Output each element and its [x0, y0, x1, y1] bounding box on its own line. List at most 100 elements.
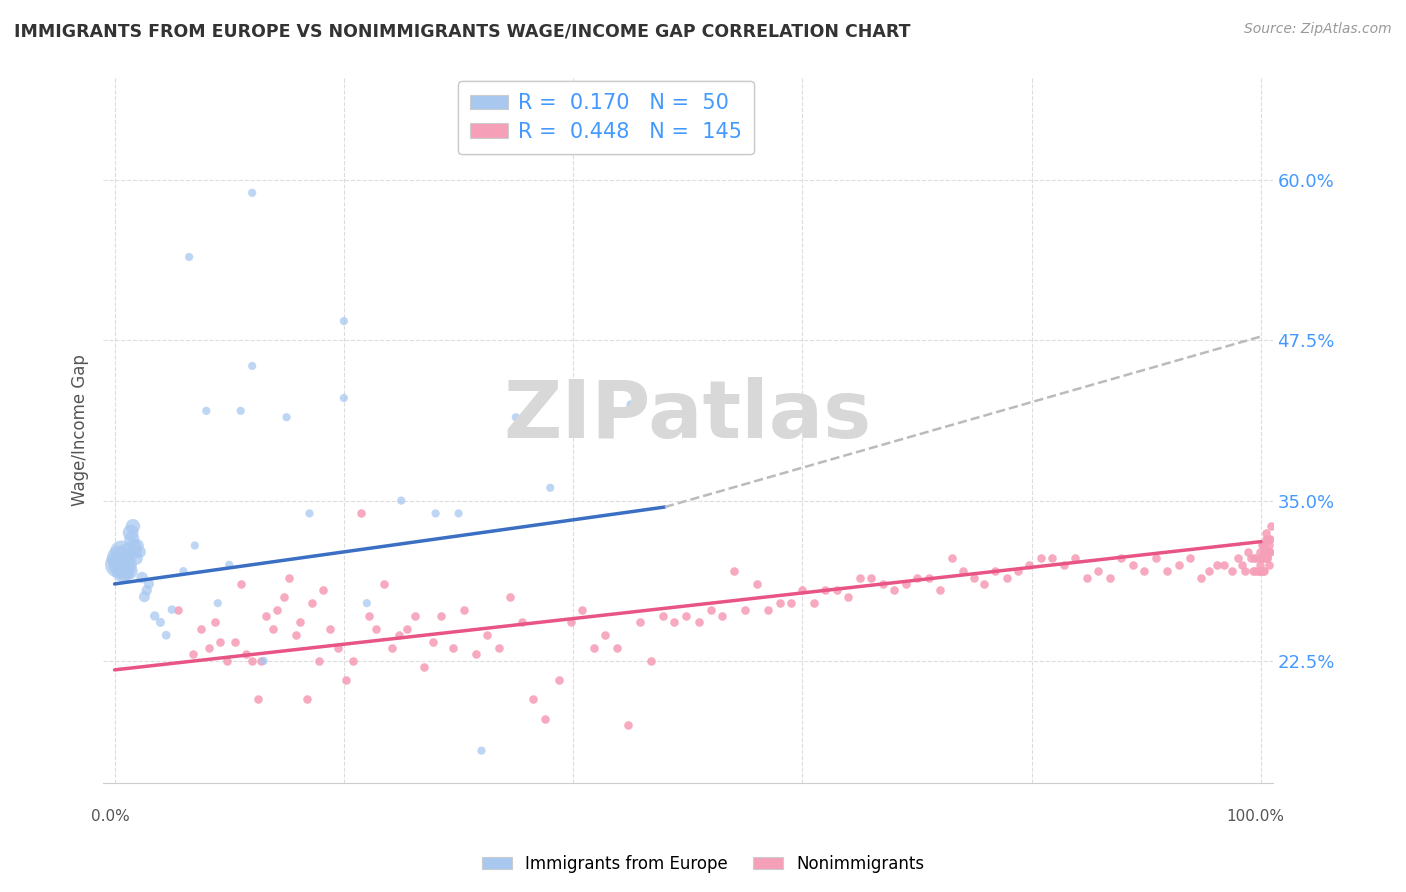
Text: 0.0%: 0.0% [91, 810, 131, 824]
Point [1018, 558, 1040, 572]
Point [441, 641, 464, 656]
Point [117, 558, 139, 572]
Point [894, 577, 917, 591]
Point [246, 692, 269, 706]
Point [1244, 564, 1267, 578]
Point [240, 359, 263, 373]
Point [973, 577, 995, 591]
Point [277, 570, 299, 584]
Point [837, 590, 859, 604]
Point [128, 545, 150, 559]
Point [262, 622, 284, 636]
Point [273, 590, 295, 604]
Point [328, 641, 350, 656]
Point [115, 551, 138, 566]
Point [1230, 558, 1253, 572]
Point [1206, 558, 1229, 572]
Point [1253, 545, 1275, 559]
Point [1178, 551, 1201, 566]
Point [917, 570, 939, 584]
Point [250, 654, 273, 668]
Point [1249, 545, 1271, 559]
Point [1254, 551, 1277, 566]
Point [803, 596, 825, 610]
Point [122, 519, 145, 533]
Point [1098, 570, 1121, 584]
Point [224, 634, 246, 648]
Point [606, 641, 628, 656]
Point [952, 564, 974, 578]
Point [1251, 551, 1274, 566]
Point [207, 596, 229, 610]
Point [1257, 545, 1279, 559]
Point [582, 641, 605, 656]
Point [253, 654, 276, 668]
Point [1240, 551, 1263, 566]
Point [675, 609, 697, 624]
Point [422, 634, 444, 648]
Point [333, 391, 356, 405]
Point [1064, 551, 1087, 566]
Point [1250, 551, 1272, 566]
Point [172, 564, 194, 578]
Legend: R =  0.170   N =  50, R =  0.448   N =  145: R = 0.170 N = 50, R = 0.448 N = 145 [457, 81, 755, 154]
Point [1250, 564, 1272, 578]
Point [1258, 532, 1281, 546]
Point [688, 615, 710, 630]
Point [266, 602, 288, 616]
Point [342, 654, 364, 668]
Point [1198, 564, 1220, 578]
Point [1258, 545, 1281, 559]
Point [107, 558, 129, 572]
Point [215, 654, 238, 668]
Point [1222, 564, 1244, 578]
Point [617, 718, 640, 732]
Point [792, 583, 814, 598]
Point [218, 558, 240, 572]
Point [124, 545, 146, 559]
Point [120, 525, 142, 540]
Point [628, 615, 651, 630]
Point [593, 628, 616, 642]
Point [963, 570, 986, 584]
Point [204, 615, 226, 630]
Point [1260, 519, 1282, 533]
Point [1087, 564, 1109, 578]
Point [1253, 551, 1275, 566]
Text: IMMIGRANTS FROM EUROPE VS NONIMMIGRANTS WAGE/INCOME GAP CORRELATION CHART: IMMIGRANTS FROM EUROPE VS NONIMMIGRANTS … [14, 22, 911, 40]
Point [1156, 564, 1178, 578]
Point [1233, 564, 1256, 578]
Point [138, 577, 160, 591]
Point [111, 564, 134, 578]
Point [381, 641, 404, 656]
Point [1253, 564, 1275, 578]
Point [505, 410, 527, 425]
Point [814, 583, 837, 598]
Point [1246, 564, 1268, 578]
Point [290, 615, 312, 630]
Point [711, 609, 734, 624]
Point [388, 628, 411, 642]
Point [941, 551, 963, 566]
Point [929, 583, 952, 598]
Point [470, 744, 492, 758]
Point [389, 493, 412, 508]
Point [1144, 551, 1167, 566]
Point [295, 692, 318, 706]
Point [640, 654, 662, 668]
Point [734, 602, 756, 616]
Point [1109, 551, 1132, 566]
Y-axis label: Wage/Income Gap: Wage/Income Gap [72, 354, 89, 506]
Point [121, 532, 143, 546]
Point [1256, 551, 1278, 566]
Point [118, 564, 141, 578]
Point [127, 539, 149, 553]
Point [860, 570, 883, 584]
Point [166, 602, 188, 616]
Point [134, 590, 156, 604]
Point [240, 186, 263, 200]
Point [276, 410, 298, 425]
Point [364, 622, 387, 636]
Point [984, 564, 1007, 578]
Text: Source: ZipAtlas.com: Source: ZipAtlas.com [1244, 22, 1392, 37]
